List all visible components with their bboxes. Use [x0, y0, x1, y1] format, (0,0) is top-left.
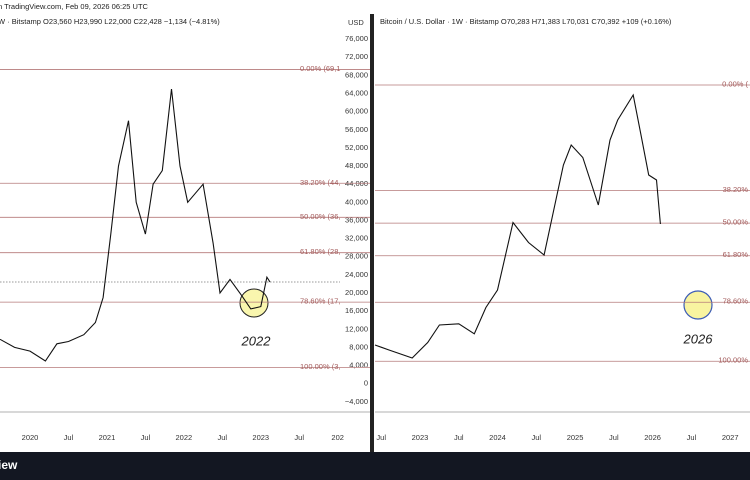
fib-label: 100.00%: [718, 356, 748, 365]
x-tick-label: Jul: [532, 433, 542, 442]
x-tick-label: Jul: [454, 433, 464, 442]
source-text: n TradingView.com, Feb 09, 2026 06:25 UT…: [0, 2, 149, 11]
x-tick-label: 2022: [176, 433, 193, 442]
y-tick-label: 28,000: [345, 252, 368, 261]
x-tick-label: Jul: [294, 433, 304, 442]
price-line: [374, 93, 661, 359]
y-tick-label: 8,000: [349, 342, 368, 351]
footer-bar: [0, 452, 750, 480]
y-tick-label: 0: [364, 379, 368, 388]
y-tick-label: 64,000: [345, 88, 368, 97]
y-tick-label: 40,000: [345, 197, 368, 206]
left-chart-title: W · Bitstamp O23,560 H23,990 L22,000 C22…: [0, 17, 220, 26]
x-tick-label: Jul: [218, 433, 228, 442]
x-tick-label: 2027: [722, 433, 739, 442]
y-tick-label: 24,000: [345, 270, 368, 279]
highlight-circle: [239, 288, 269, 318]
x-tick-label: 2023: [252, 433, 269, 442]
year-annotation: 2022: [241, 333, 272, 348]
y-tick-label: 52,000: [345, 143, 368, 152]
y-tick-label: 20,000: [345, 288, 368, 297]
y-tick-label: 72,000: [345, 52, 368, 61]
y-axis-label: USD: [348, 18, 364, 27]
price-line: [0, 88, 271, 362]
y-tick-label: 48,000: [345, 161, 368, 170]
fib-label: 50.00%: [723, 218, 749, 227]
x-tick-label: 2021: [99, 433, 116, 442]
fib-label: 78.60%: [723, 297, 749, 306]
fib-label: 100.00% (3,: [300, 362, 340, 371]
year-annotation: 2026: [683, 331, 714, 346]
y-tick-label: 36,000: [345, 215, 368, 224]
fib-label: 38.20%: [723, 185, 749, 194]
fib-label: 38.20% (44,: [300, 178, 340, 187]
y-tick-label: 56,000: [345, 125, 368, 134]
x-tick-label: Jul: [609, 433, 619, 442]
x-tick-label: 2023: [412, 433, 429, 442]
y-tick-label: 32,000: [345, 234, 368, 243]
x-tick-label: 2025: [567, 433, 584, 442]
y-tick-label: 76,000: [345, 34, 368, 43]
y-tick-label: −4,000: [345, 397, 368, 406]
y-tick-label: 68,000: [345, 70, 368, 79]
y-tick-label: 4,000: [349, 361, 368, 370]
x-tick-label: Jul: [141, 433, 151, 442]
fib-label: 0.00% (69,1: [300, 64, 340, 73]
y-tick-label: 12,000: [345, 324, 368, 333]
y-tick-label: 60,000: [345, 107, 368, 116]
fib-label: 0.00% (: [722, 79, 748, 88]
y-tick-label: 16,000: [345, 306, 368, 315]
x-tick-label: Jul: [687, 433, 697, 442]
fib-label: 50.00% (36,: [300, 212, 340, 221]
x-tick-label: Jul: [64, 433, 74, 442]
x-tick-label: 2020: [22, 433, 39, 442]
fib-label: 78.60% (17,: [300, 297, 340, 306]
right-chart-title: Bitcoin / U.S. Dollar · 1W · Bitstamp O7…: [380, 17, 672, 26]
x-tick-label: 2026: [644, 433, 661, 442]
x-tick-label: 202: [331, 433, 344, 442]
x-tick-label: Jul: [376, 433, 386, 442]
fib-label: 61.80%: [723, 250, 749, 259]
fib-label: 61.80% (28,: [300, 247, 340, 256]
logo-text: iew: [0, 458, 18, 472]
x-tick-label: 2024: [489, 433, 506, 442]
divider: [370, 14, 374, 452]
highlight-circle: [683, 290, 713, 320]
